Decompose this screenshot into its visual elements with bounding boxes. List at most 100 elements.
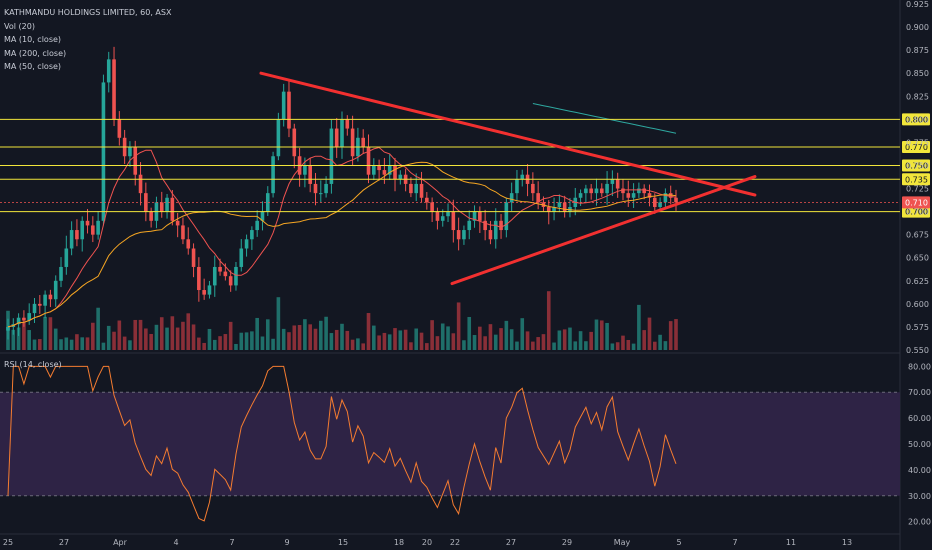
legend-ma50: MA (50, close) <box>4 62 62 71</box>
candle-body <box>568 206 572 212</box>
candle-body <box>483 220 487 231</box>
level-price-label: 0.735 <box>905 175 928 184</box>
volume-bar <box>361 343 366 350</box>
level-price-label: 0.770 <box>905 143 928 152</box>
candle-body <box>292 128 297 157</box>
candle-body <box>112 59 116 120</box>
candle-body <box>69 230 74 249</box>
volume-bar <box>493 334 498 350</box>
candle-body <box>361 137 366 148</box>
price-tick-label: 0.675 <box>906 231 929 240</box>
volume-bar <box>101 342 106 350</box>
time-tick-label: 27 <box>59 538 69 547</box>
volume-bar <box>345 330 350 350</box>
volume-bar <box>425 343 429 350</box>
legend: KATHMANDU HOLDINGS LIMITED, 60, ASX Vol … <box>4 6 171 74</box>
volume-bar <box>181 321 185 350</box>
volume-bar <box>207 328 212 350</box>
candle-body <box>48 294 53 300</box>
candle-body <box>212 266 217 286</box>
candles <box>6 46 678 340</box>
candle-body <box>239 248 244 267</box>
volume-bar <box>303 319 307 350</box>
volume-bar <box>16 327 21 350</box>
candle-body <box>382 170 387 175</box>
price-tick-label: 0.725 <box>906 185 929 194</box>
volume-bar <box>637 304 641 350</box>
candle-body <box>244 239 249 249</box>
candle-body <box>181 225 185 240</box>
candle-body <box>128 147 132 157</box>
price-tick-label: 0.800 <box>906 115 929 124</box>
time-tick-label: 7 <box>229 538 234 547</box>
time-tick-label: 25 <box>3 538 13 547</box>
volume-bar <box>43 316 47 350</box>
time-tick-label: 29 <box>562 538 572 547</box>
volume-bar <box>154 324 159 350</box>
ma200-line <box>532 103 677 134</box>
volume-bar <box>212 339 217 350</box>
candle-body <box>117 119 122 138</box>
time-tick-label: 4 <box>173 538 178 547</box>
legend-ma10: MA (10, close) <box>4 35 62 44</box>
candle-body <box>255 220 259 231</box>
price-tick-label: 0.625 <box>906 277 929 286</box>
volume-bar <box>149 333 153 350</box>
time-tick-label: 11 <box>786 538 796 547</box>
candle-body <box>38 303 42 306</box>
candle-body <box>91 225 95 235</box>
volume-bar <box>584 341 588 350</box>
volume-bar <box>599 320 604 350</box>
volume-bar <box>128 340 132 350</box>
volume-bar <box>594 319 599 350</box>
candle-body <box>6 326 10 331</box>
candle-body <box>85 220 90 226</box>
volume-bar <box>159 317 164 350</box>
candle-body <box>531 183 535 194</box>
last-price-tag <box>902 196 930 209</box>
trendlines <box>259 71 757 286</box>
candle-body <box>419 183 424 198</box>
volume-bar <box>366 313 371 350</box>
candle-body <box>53 280 58 300</box>
candle-body <box>626 193 631 198</box>
candle-body <box>451 211 456 231</box>
candle-body <box>43 294 47 306</box>
rsi-line-path <box>7 365 677 522</box>
candle-body <box>133 147 138 175</box>
candle-body <box>562 202 567 212</box>
volume-bar <box>244 332 249 350</box>
rsi-tick-label: 20.00 <box>908 518 931 527</box>
volume-bar <box>11 329 16 350</box>
rsi-tick-label: 40.00 <box>908 466 931 475</box>
candle-body <box>599 188 604 194</box>
volume-bar <box>27 330 32 350</box>
candle-body <box>191 248 196 267</box>
candle-body <box>340 119 344 148</box>
volume-bar <box>398 330 403 350</box>
volume-bars <box>6 291 678 350</box>
candle-body <box>329 128 334 184</box>
candle-body <box>265 193 270 212</box>
volume-bar <box>626 339 631 350</box>
volume-bar <box>32 339 37 350</box>
level-price-label: 0.700 <box>905 208 928 217</box>
moving-averages <box>7 103 677 328</box>
volume-bar <box>59 339 63 350</box>
volume-bar <box>85 337 90 350</box>
volume-bar <box>589 331 593 350</box>
candle-body <box>456 230 461 240</box>
volume-bar <box>38 339 42 350</box>
volume-bar <box>652 341 657 350</box>
time-tick-label: 18 <box>394 538 404 547</box>
volume-bar <box>472 335 477 350</box>
candle-body <box>478 211 482 221</box>
volume-bar <box>382 332 387 350</box>
candle-body <box>446 211 450 217</box>
volume-bar <box>165 327 169 350</box>
candle-body <box>615 179 620 189</box>
volume-bar <box>658 334 662 350</box>
volume-bar <box>340 323 344 350</box>
candle-body <box>520 174 525 180</box>
